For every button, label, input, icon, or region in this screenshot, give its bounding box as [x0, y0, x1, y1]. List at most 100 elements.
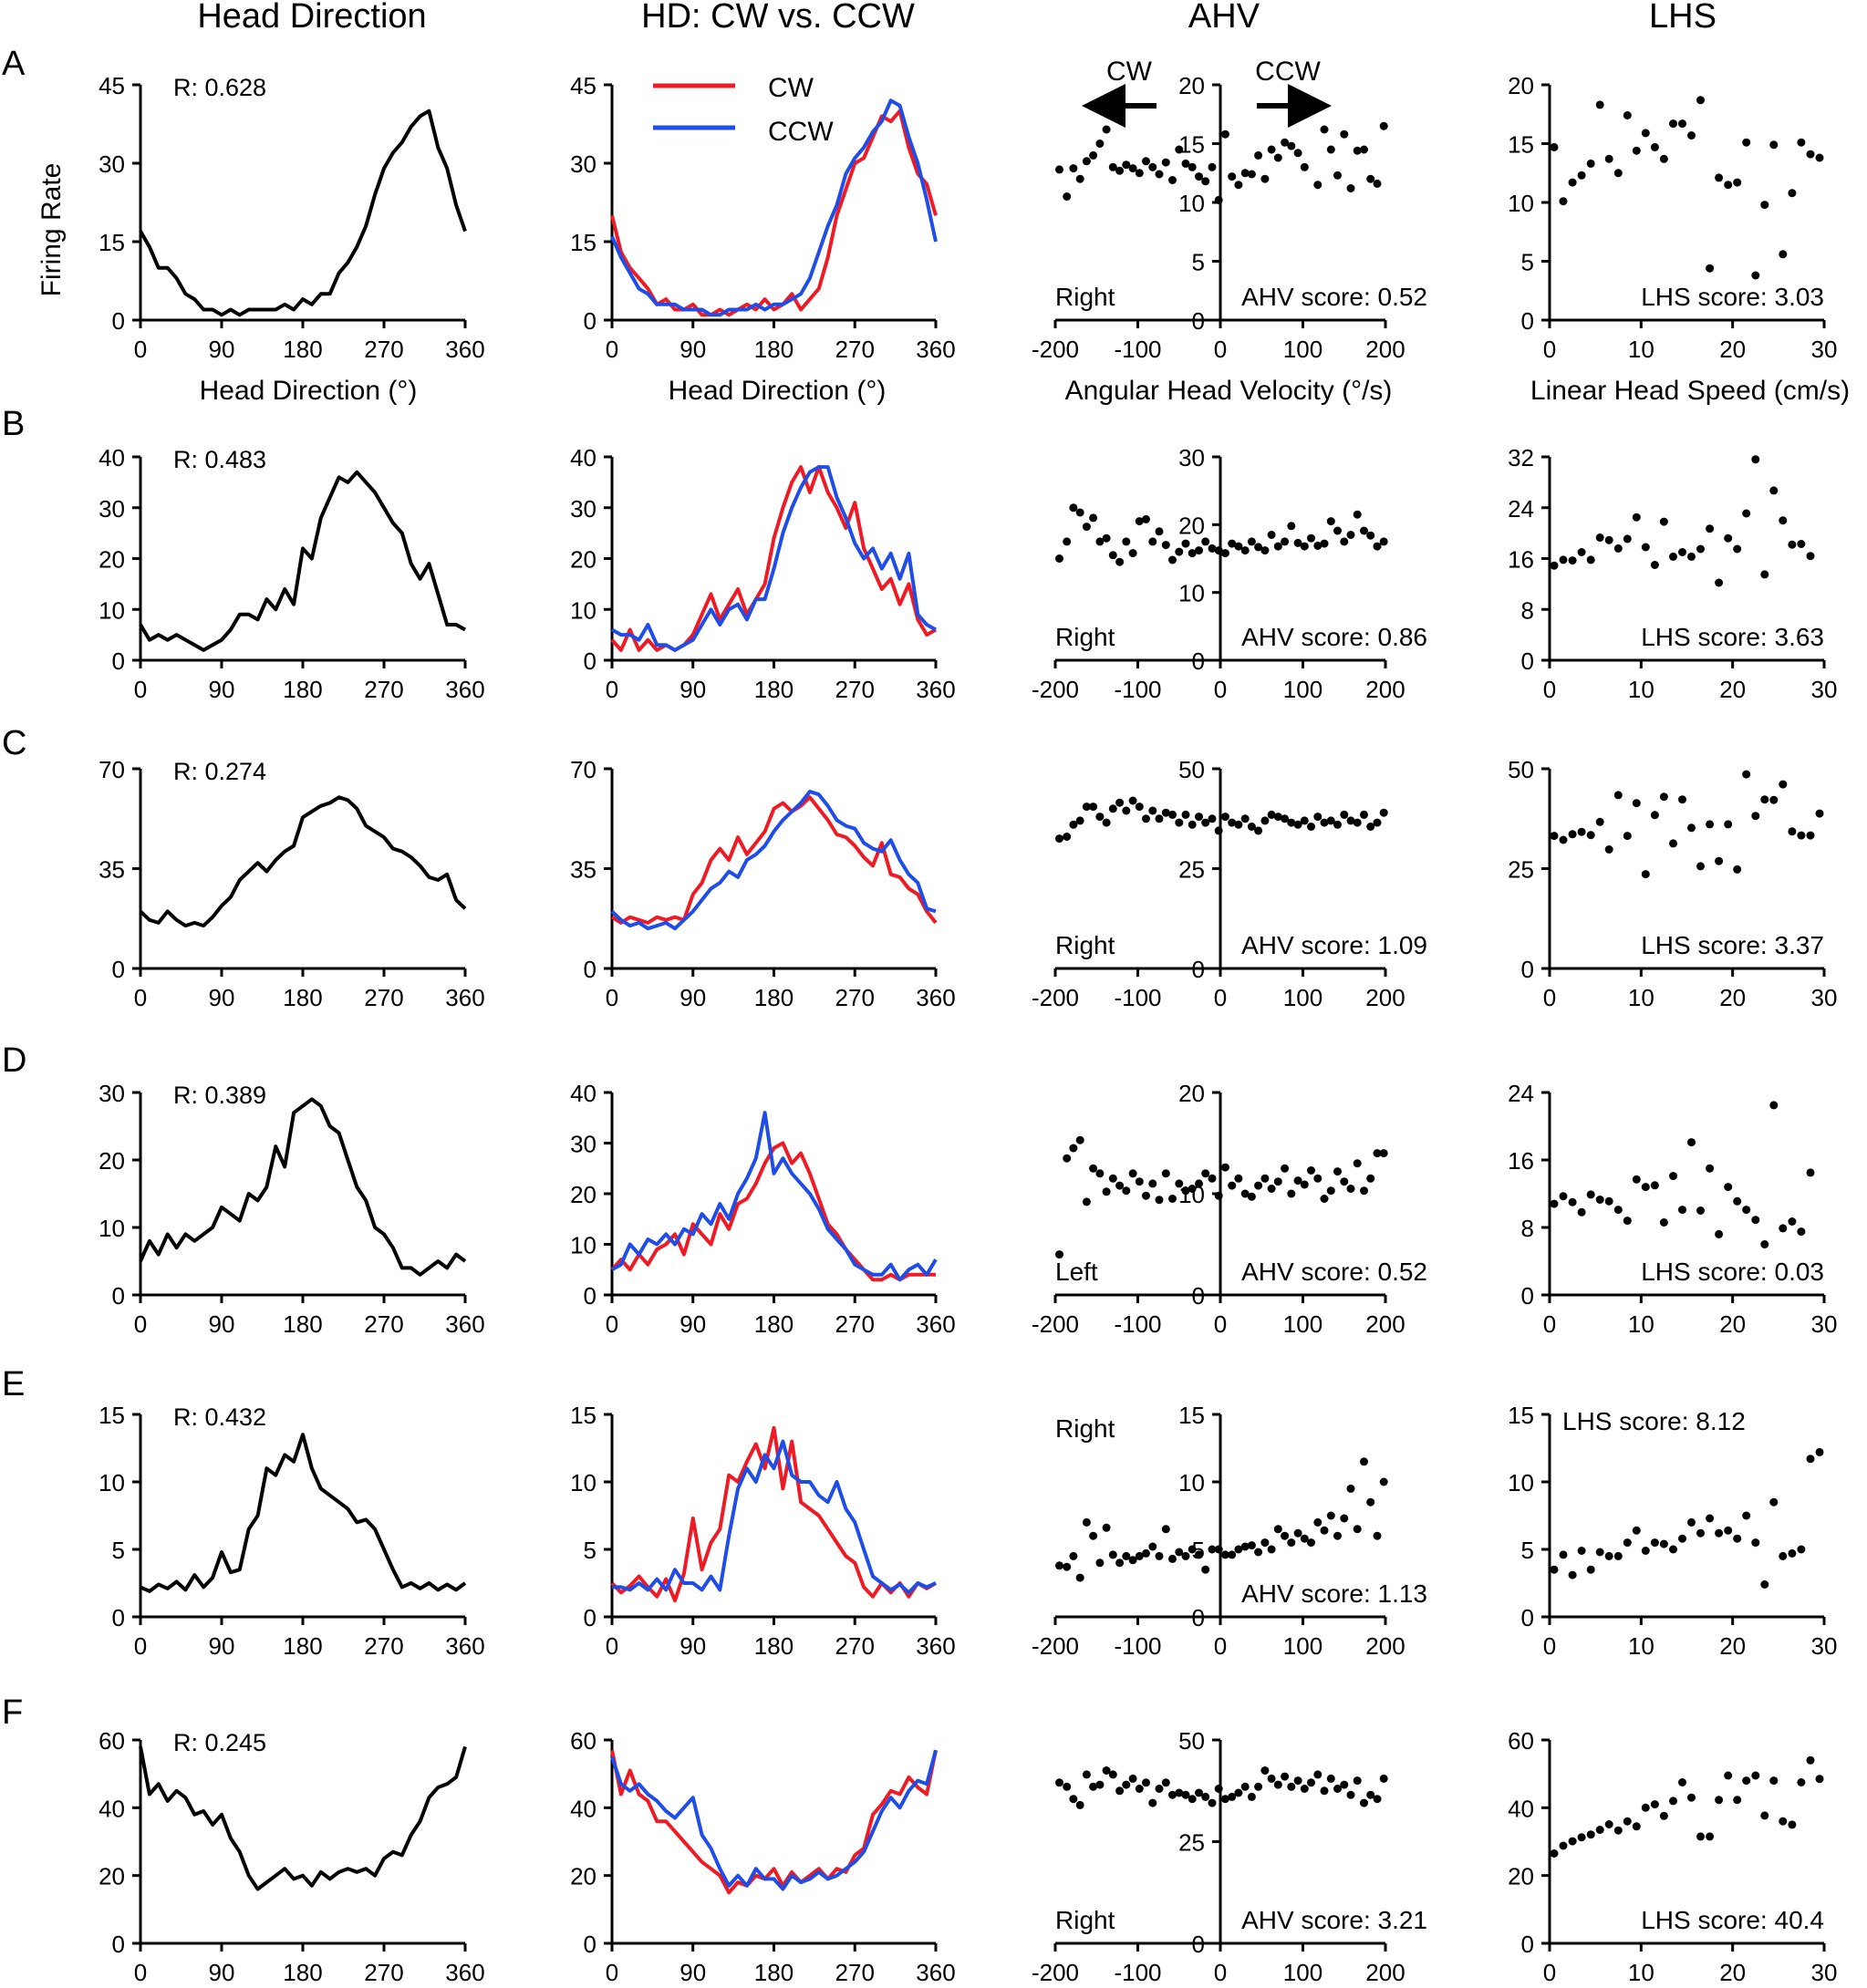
scatter-point	[1806, 150, 1815, 159]
scatter-point	[1208, 1545, 1217, 1554]
scatter-point	[1148, 806, 1157, 815]
scatter-point	[1724, 181, 1733, 190]
scatter-point	[1214, 546, 1223, 555]
scatter-point	[1632, 1175, 1641, 1184]
scatter-point	[1559, 555, 1568, 564]
scatter-point	[1353, 1159, 1362, 1168]
ahv-score-label: AHV score: 3.21	[1241, 1906, 1427, 1934]
scatter-point	[1055, 165, 1063, 174]
y-tick-label: 35	[99, 856, 125, 884]
scatter-point	[1604, 535, 1613, 544]
scatter-point	[1360, 1798, 1368, 1807]
scatter-point	[1089, 1782, 1098, 1791]
panel-a-head-direction: 0 15 30 45 0 90 180 270 360 R: 0.628	[99, 72, 485, 363]
y-tick-label: 70	[99, 756, 125, 783]
scatter-point	[1326, 145, 1335, 154]
scatter-point	[1568, 1570, 1577, 1579]
y-tick-label: 30	[570, 1131, 596, 1158]
y-tick-label: 20	[1508, 1863, 1534, 1890]
y-tick-label: 50	[1178, 756, 1205, 783]
scatter-point	[1089, 802, 1098, 812]
scatter-point	[1550, 1565, 1559, 1574]
ahv-score-label: AHV score: 0.86	[1241, 623, 1427, 651]
scatter-point	[1220, 1550, 1229, 1559]
series-line-cw	[610, 795, 938, 925]
scatter-point	[1669, 119, 1677, 129]
x-tick-label: 10	[1628, 1959, 1654, 1986]
scatter-point	[1320, 1195, 1329, 1203]
scatter-point	[1075, 1135, 1084, 1144]
scatter-point	[1228, 1181, 1237, 1190]
y-axis-label-firing-rate: Firing Rate	[36, 163, 67, 297]
scatter-point	[1122, 1551, 1131, 1560]
lhs-score-label: LHS score: 0.03	[1641, 1258, 1824, 1286]
scatter-point	[1650, 1538, 1659, 1548]
scatter-point	[1281, 138, 1290, 147]
scatter-point	[1604, 845, 1613, 854]
y-tick-label: 10	[1178, 190, 1205, 217]
y-tick-label: 30	[570, 150, 596, 178]
y-tick-label: 60	[99, 1727, 125, 1755]
scatter-point	[1267, 1545, 1276, 1554]
y-tick-label: 0	[1521, 307, 1534, 335]
y-tick-label: 10	[1178, 1469, 1205, 1496]
row-label-b: B	[2, 405, 25, 443]
x-axis-label-hd-cw-ccw: Head Direction (°)	[669, 376, 887, 406]
x-tick-label: 20	[1719, 1310, 1746, 1338]
y-tick-label: 30	[99, 150, 125, 178]
scatter-point	[1742, 1206, 1751, 1215]
scatter-point	[1669, 839, 1677, 848]
scatter-point	[1128, 796, 1137, 805]
lhs-score-label: LHS score: 8.12	[1562, 1407, 1746, 1435]
scatter-point	[1281, 537, 1290, 546]
scatter-point	[1069, 1551, 1078, 1560]
scatter-point	[1181, 539, 1190, 548]
scatter-point	[1715, 856, 1724, 865]
scatter-point	[1168, 176, 1177, 184]
scatter-point	[1300, 1785, 1309, 1793]
scatter-point	[1307, 1538, 1315, 1548]
x-tick-label: 180	[283, 1959, 322, 1986]
scatter-point	[1260, 1174, 1270, 1183]
x-tick-label: 360	[916, 676, 955, 703]
series-line-ccw	[612, 1439, 937, 1595]
scatter-point	[1779, 1224, 1788, 1233]
scatter-point	[1082, 523, 1091, 532]
y-tick-label: 0	[584, 956, 596, 983]
panel-e-lhs: 0 5 10 15 0 10 20 30 LHS score: 8.12	[1508, 1402, 1837, 1660]
x-tick-label: 0	[1543, 1959, 1556, 1986]
scatter-point	[1075, 174, 1084, 183]
x-tick-label: -100	[1114, 1632, 1161, 1660]
panel-a-hd-cw-vs-ccw: 0 15 30 45 0 90 180 270 360	[570, 72, 956, 363]
scatter-point	[1195, 1550, 1203, 1559]
scatter-point	[1678, 119, 1686, 129]
scatter-point	[1161, 1778, 1170, 1787]
scatter-point	[1089, 150, 1098, 160]
scatter-point	[1769, 486, 1779, 495]
series-line-hd	[139, 795, 467, 928]
scatter-point	[1733, 1534, 1742, 1543]
x-tick-label: -100	[1114, 336, 1161, 363]
scatter-point	[1742, 509, 1751, 518]
scatter-point	[1815, 153, 1824, 162]
y-tick-label: 25	[1508, 856, 1534, 884]
scatter-point	[1063, 1782, 1072, 1791]
scatter-point	[1055, 1250, 1063, 1259]
x-tick-label: 90	[679, 984, 706, 1011]
scatter-point	[1706, 264, 1715, 273]
scatter-point	[1055, 554, 1063, 563]
series-line-cw	[610, 109, 938, 317]
direction-label: Right	[1055, 1414, 1115, 1443]
scatter-point	[1240, 1782, 1250, 1791]
scatter-point	[1559, 835, 1568, 844]
scatter-point	[1379, 537, 1388, 546]
scatter-point	[1108, 1174, 1117, 1183]
scatter-point	[1287, 1189, 1296, 1198]
scatter-point	[1300, 816, 1309, 825]
scatter-point	[1595, 1826, 1604, 1834]
x-tick-label: 20	[1719, 336, 1746, 363]
scatter-point	[1353, 818, 1362, 827]
scatter-point	[1201, 537, 1210, 546]
scatter-point	[1089, 1164, 1098, 1173]
